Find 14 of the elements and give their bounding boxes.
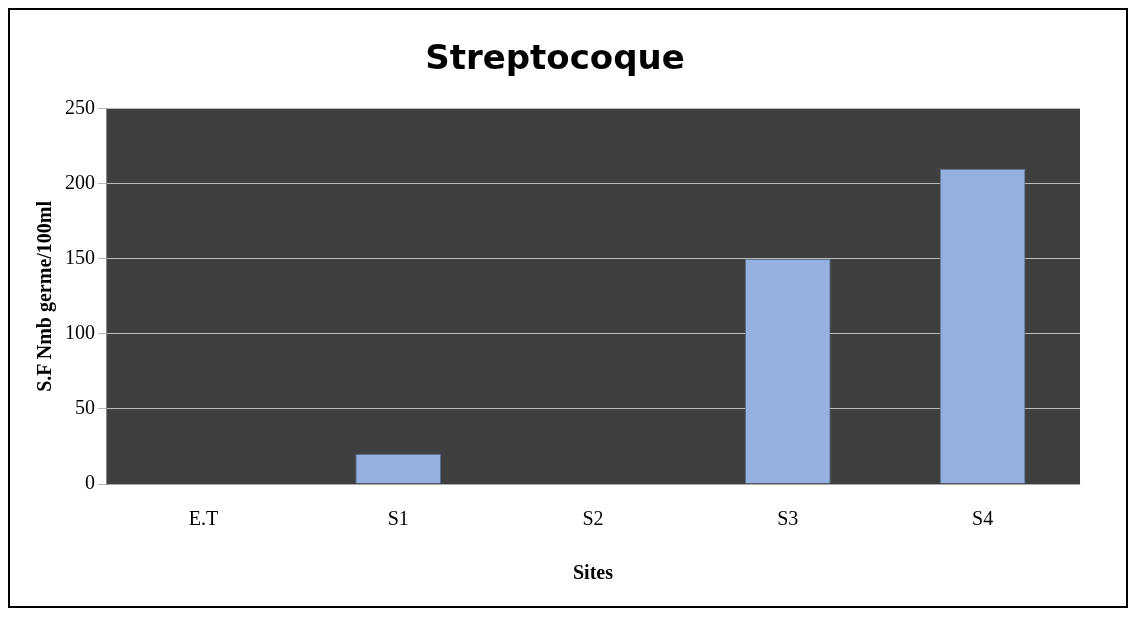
y-tick-label: 200 bbox=[65, 171, 95, 194]
y-tick-label: 50 bbox=[75, 396, 95, 419]
x-tick-label: S1 bbox=[387, 507, 409, 530]
y-tick-label: 100 bbox=[65, 321, 95, 344]
x-tick-label: E.T bbox=[188, 507, 219, 530]
chart-title: Streptocoque bbox=[425, 37, 685, 78]
x-axis-title: Sites bbox=[573, 561, 614, 584]
y-tick-label: 0 bbox=[85, 471, 95, 494]
y-tick-label: 250 bbox=[65, 96, 95, 119]
y-tick-label: 150 bbox=[65, 246, 95, 269]
x-tick-label: S4 bbox=[972, 507, 994, 530]
x-tick-label: S2 bbox=[582, 507, 604, 530]
y-axis-title: S.F Nmb germe/100ml bbox=[33, 200, 57, 392]
x-tick-label: S3 bbox=[777, 507, 799, 530]
